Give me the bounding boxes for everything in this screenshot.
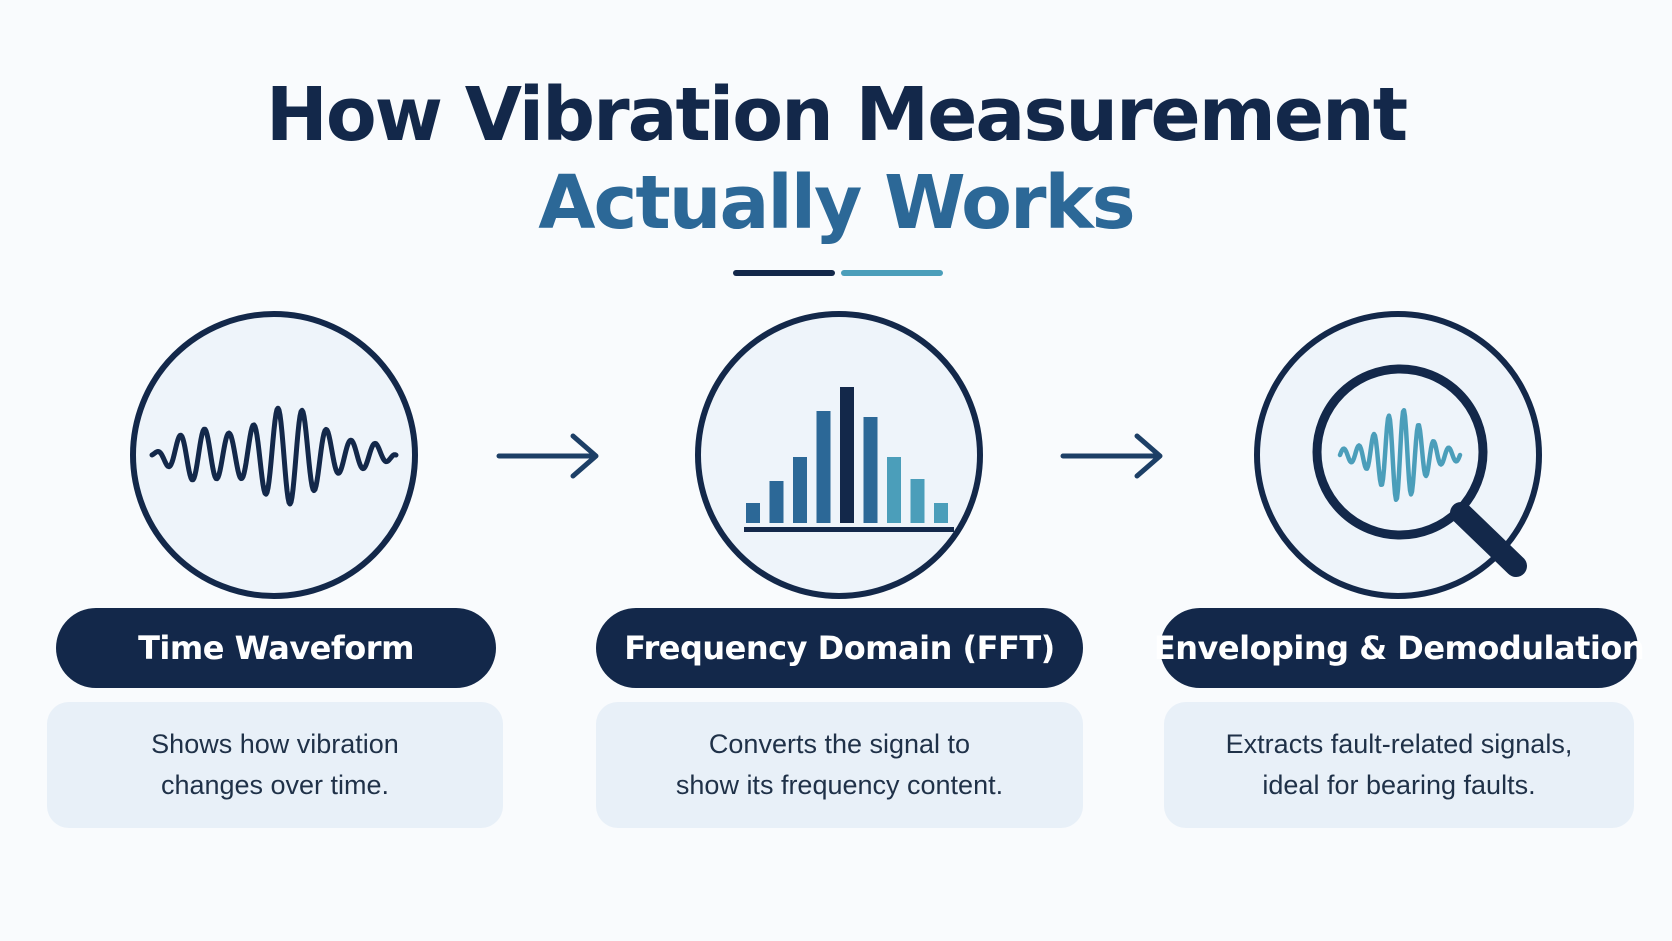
description-frequency-domain: Converts the signal to show its frequenc… — [596, 702, 1083, 828]
description-line: ideal for bearing faults. — [1262, 770, 1536, 800]
frequency-bar — [769, 481, 784, 523]
title-line-2: Actually Works — [538, 160, 1135, 246]
description-line: Extracts fault-related signals, — [1225, 729, 1573, 759]
title-line-1: How Vibration Measurement — [265, 72, 1408, 158]
frequency-bars-icon — [744, 387, 954, 532]
frequency-bar — [840, 387, 854, 523]
arrow-right-icon — [496, 433, 599, 479]
frequency-bar — [863, 417, 878, 523]
magnifier-waveform-icon — [1312, 364, 1527, 577]
title-divider-light — [841, 270, 943, 276]
waveform-icon — [149, 405, 399, 507]
frequency-circle — [695, 311, 983, 599]
frequency-bar — [746, 503, 760, 523]
step-label-time-waveform: Time Waveform — [56, 608, 496, 688]
enveloping-circle — [1254, 311, 1542, 599]
frequency-bar — [910, 479, 925, 523]
waveform-circle — [130, 311, 418, 599]
arrow-right-icon — [1060, 433, 1163, 479]
frequency-bar — [816, 411, 831, 523]
frequency-bar — [887, 457, 901, 523]
description-enveloping: Extracts fault-related signals, ideal fo… — [1164, 702, 1634, 828]
description-line: Converts the signal to — [708, 729, 971, 759]
frequency-bar — [793, 457, 807, 523]
step-label-frequency-domain: Frequency Domain (FFT) — [596, 608, 1083, 688]
description-line: Shows how vibration — [151, 729, 399, 759]
step-label-enveloping: Enveloping & Demodulation — [1154, 608, 1645, 688]
frequency-bar — [934, 503, 948, 523]
description-line: show its frequency content. — [675, 770, 1004, 800]
title-divider-dark — [733, 270, 835, 276]
description-time-waveform: Shows how vibration changes over time. — [47, 702, 503, 828]
description-line: changes over time. — [160, 770, 390, 800]
